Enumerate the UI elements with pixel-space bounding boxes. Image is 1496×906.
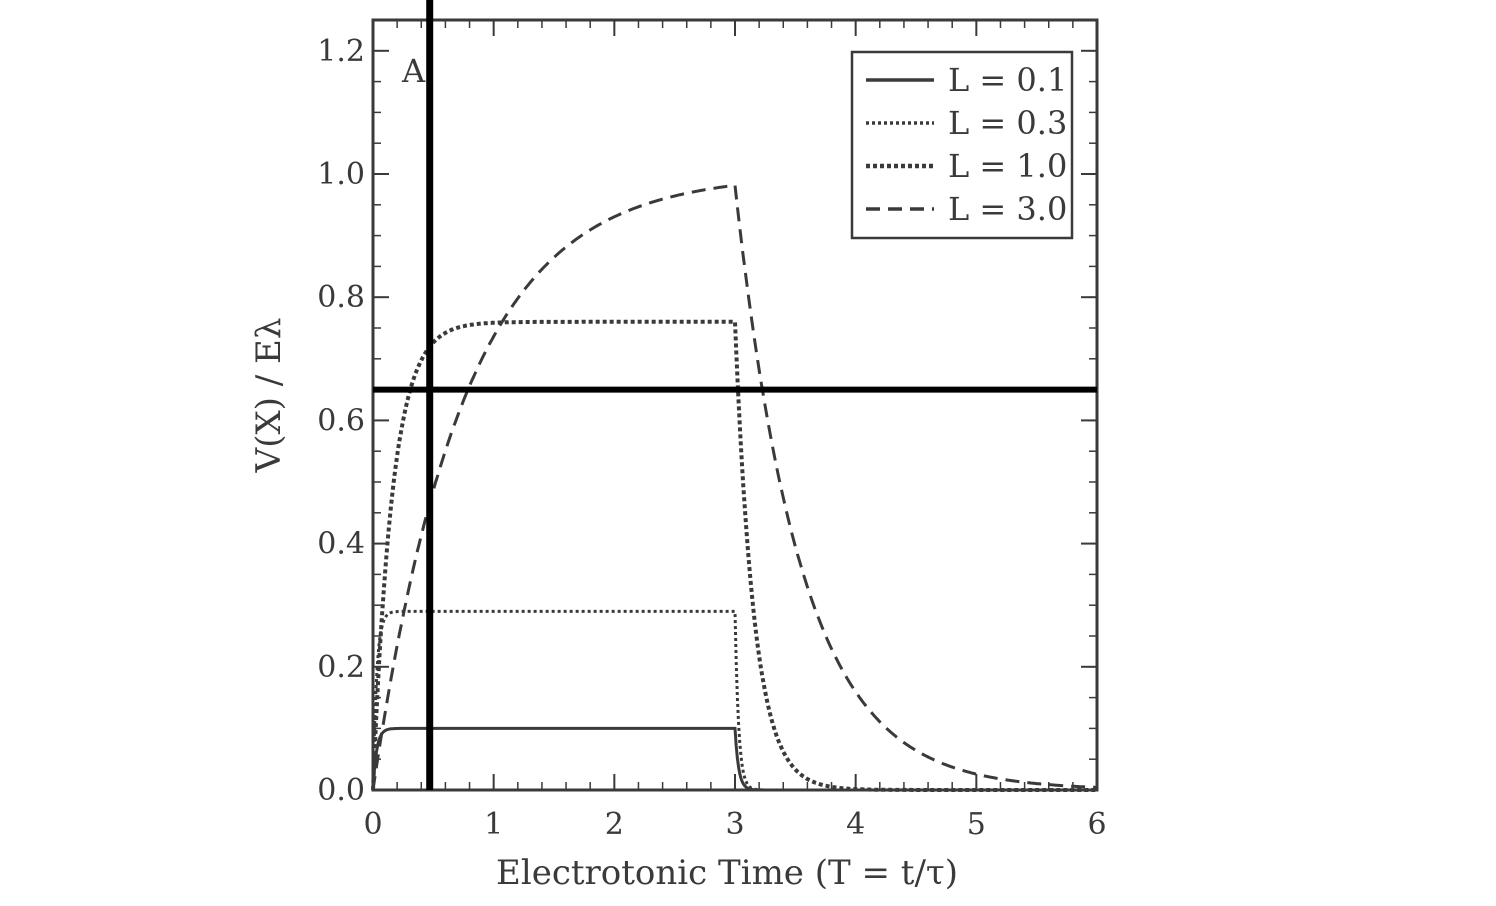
legend-label: L = 0.3 xyxy=(948,104,1067,142)
reference-lines xyxy=(373,0,1097,790)
x-axis-title: Electrotonic Time (T = t/τ) xyxy=(496,853,958,893)
x-tick-label: 3 xyxy=(725,807,744,842)
x-tick-label: 2 xyxy=(605,807,624,842)
legend-box xyxy=(850,50,1074,240)
legend-label: L = 1.0 xyxy=(948,147,1067,185)
series-line xyxy=(371,726,1097,792)
y-tick-label: 0.8 xyxy=(317,280,365,315)
x-tick-label: 5 xyxy=(967,807,986,842)
series xyxy=(371,183,1097,792)
ticks: 0 1 2 3 4 5 6 0.0 0.2 0.4 0.6 0.8 1.0 1.2 xyxy=(317,19,1107,842)
panel-label: A xyxy=(401,52,426,90)
y-tick-label: 1.0 xyxy=(317,157,365,192)
y-tick-label: 0.0 xyxy=(317,773,365,808)
x-tick-label: 4 xyxy=(846,807,865,842)
y-tick-label: 1.2 xyxy=(317,34,365,69)
legend-label: L = 3.0 xyxy=(948,190,1067,228)
x-tick-label: 1 xyxy=(484,807,503,842)
series-line xyxy=(371,183,1097,791)
x-tick-label: 0 xyxy=(363,807,382,842)
series-line xyxy=(371,609,1097,792)
series-line xyxy=(371,319,1097,792)
legend-label: L = 0.1 xyxy=(948,61,1067,99)
y-axis-title: V(X) / Eλ xyxy=(249,318,289,474)
y-tick-label: 0.4 xyxy=(317,527,365,562)
legend: L = 0.1 L = 0.3 L = 1.0 L = 3.0 xyxy=(850,50,1074,240)
x-tick-label: 6 xyxy=(1087,807,1106,842)
y-tick-label: 0.6 xyxy=(317,403,365,438)
y-tick-label: 0.2 xyxy=(317,650,365,685)
